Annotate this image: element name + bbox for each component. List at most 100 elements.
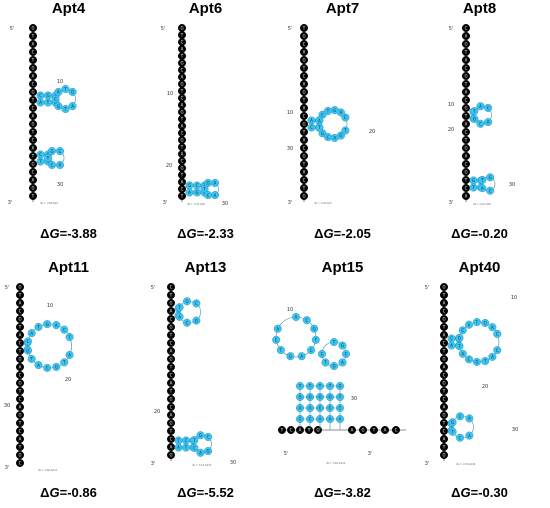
- svg-text:T: T: [326, 109, 330, 114]
- index-label: 30: [351, 396, 357, 402]
- nucleotide: A: [440, 434, 449, 443]
- nucleotide: C: [462, 95, 471, 104]
- nucleotide: A: [16, 362, 25, 371]
- svg-text:C: C: [487, 106, 490, 111]
- svg-text:A: A: [461, 351, 464, 356]
- svg-text:T: T: [31, 194, 35, 199]
- nucleotide: C: [462, 63, 471, 72]
- nucleotide: A: [273, 324, 282, 333]
- nucleotide: C: [204, 432, 213, 441]
- svg-text:G: G: [180, 26, 183, 31]
- energy-footnote: dG = -2.05 Apt7: [314, 202, 332, 205]
- nucleotide: G: [481, 318, 490, 327]
- index-label: 3': [5, 465, 10, 471]
- svg-text:C: C: [170, 285, 173, 290]
- svg-text:C: C: [443, 373, 446, 378]
- svg-text:C: C: [196, 183, 199, 188]
- svg-text:T: T: [302, 66, 306, 71]
- svg-text:G: G: [169, 301, 172, 306]
- svg-text:T: T: [475, 320, 479, 325]
- index-label: 3': [151, 461, 156, 467]
- svg-text:T: T: [184, 445, 188, 450]
- svg-text:A: A: [465, 58, 468, 63]
- index-label: 10: [287, 307, 293, 313]
- svg-text:G: G: [199, 433, 202, 438]
- nucleotide: G: [440, 283, 449, 292]
- panel-title: Apt8: [462, 0, 497, 17]
- svg-text:C: C: [46, 366, 49, 371]
- svg-text:G: G: [302, 122, 305, 127]
- svg-text:T: T: [46, 100, 50, 105]
- svg-text:A: A: [479, 104, 482, 109]
- nucleotide: T: [16, 322, 25, 331]
- nucleotide: G: [167, 354, 176, 363]
- svg-text:A: A: [341, 360, 344, 365]
- svg-text:A: A: [384, 428, 387, 433]
- svg-text:C: C: [465, 130, 468, 135]
- nucleotide: A: [465, 431, 474, 440]
- svg-text:G: G: [289, 354, 292, 359]
- svg-text:C: C: [170, 341, 173, 346]
- svg-text:T: T: [180, 89, 184, 94]
- svg-text:T: T: [372, 428, 376, 433]
- svg-text:C: C: [468, 357, 471, 362]
- delta-g-label: ΔG=-5.52: [137, 485, 274, 500]
- nucleotide: T: [167, 386, 176, 395]
- nucleotide: C: [458, 326, 467, 335]
- nucleotide: C: [456, 433, 465, 442]
- nucleotide: C: [300, 40, 309, 49]
- svg-text:A: A: [214, 193, 217, 198]
- nucleotide: G: [44, 91, 53, 100]
- svg-text:C: C: [461, 328, 464, 333]
- nucleotide: T: [200, 184, 209, 193]
- nucleotide: A: [307, 116, 316, 125]
- svg-text:G: G: [18, 453, 21, 458]
- nucleotide: G: [43, 320, 52, 329]
- nucleotide: G: [167, 322, 176, 331]
- nucleotide: G: [314, 425, 323, 434]
- panel-apt6: Apt6 GTCATGCAGTCAGTACGTACGTACTGACGTCAGTC…: [137, 0, 274, 249]
- svg-text:G: G: [207, 449, 210, 454]
- svg-text:C: C: [32, 138, 35, 143]
- panel-apt7: Apt7 TGCAGTCAGTACGTACGTACTGACGTCAGTCATGC…: [274, 0, 411, 249]
- nucleotide: T: [178, 86, 187, 95]
- nucleotide: T: [182, 443, 191, 452]
- nucleotide: G: [16, 354, 25, 363]
- nucleotide: C: [16, 370, 25, 379]
- svg-text:G: G: [180, 110, 183, 115]
- nucleotide: G: [300, 87, 309, 96]
- svg-text:G: G: [31, 162, 34, 167]
- svg-text:G: G: [57, 104, 60, 109]
- svg-text:T: T: [18, 325, 22, 330]
- secondary-structure-diagram: GTCATGCAGTCAGTACGTACGTACTGACGTCAGTCA5'10…: [161, 24, 228, 207]
- delta-g-value: =-0.20: [470, 226, 508, 241]
- index-label: 30: [512, 427, 518, 433]
- svg-text:C: C: [63, 327, 66, 332]
- index-label: 20: [166, 163, 172, 169]
- index-label: 10: [448, 102, 454, 108]
- svg-text:C: C: [303, 74, 306, 79]
- svg-text:T: T: [62, 360, 66, 365]
- nucleotide: T: [305, 425, 314, 434]
- panel-title: Apt6: [188, 0, 223, 17]
- svg-text:A: A: [199, 450, 202, 455]
- svg-text:A: A: [339, 417, 342, 422]
- svg-text:G: G: [442, 453, 445, 458]
- delta-symbol: Δ: [177, 485, 187, 500]
- nucleotide: G: [440, 378, 449, 387]
- nucleotide: A: [476, 102, 485, 111]
- nucleotide: C: [300, 175, 309, 184]
- index-label: 30: [57, 182, 63, 188]
- svg-text:G: G: [180, 61, 183, 66]
- nucleotide: A: [54, 87, 63, 96]
- svg-text:C: C: [465, 26, 468, 31]
- svg-text:A: A: [30, 331, 33, 336]
- energy-footnote: dG = -5.52 Apt13: [192, 464, 212, 467]
- index-label: 3': [8, 200, 13, 206]
- svg-text:C: C: [32, 106, 35, 111]
- nucleotide: G: [16, 410, 25, 419]
- nucleotide: C: [440, 370, 449, 379]
- svg-text:A: A: [300, 354, 303, 359]
- nucleotide: A: [338, 358, 347, 367]
- delta-symbol: Δ: [40, 226, 50, 241]
